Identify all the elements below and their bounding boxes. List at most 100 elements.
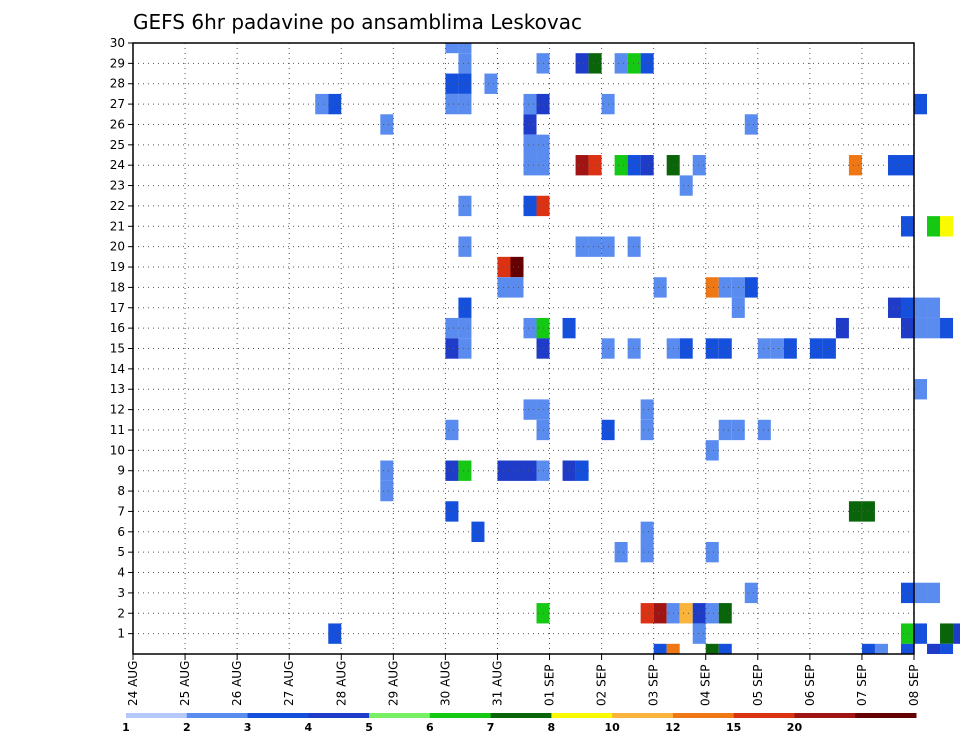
y-tick-label: 3 (117, 586, 125, 600)
legend-swatch (126, 713, 188, 718)
data-cell (914, 379, 928, 400)
data-cell (900, 623, 914, 644)
y-tick-label: 17 (110, 301, 125, 315)
data-cell (640, 603, 654, 624)
data-cell (914, 317, 928, 339)
legend-label: 5 (365, 721, 373, 734)
data-cell (588, 53, 602, 74)
data-cell (458, 53, 472, 74)
y-tick-label: 30 (110, 36, 125, 50)
data-cell (458, 460, 472, 481)
data-cells (315, 43, 960, 654)
data-cell (953, 623, 960, 644)
data-cell (705, 277, 719, 298)
y-tick-label: 2 (117, 606, 125, 620)
data-cell (927, 216, 941, 237)
data-cell (887, 297, 901, 318)
data-cell (640, 419, 654, 441)
data-cell (614, 541, 628, 563)
data-cell (458, 93, 472, 115)
data-cell (653, 643, 667, 654)
data-cell (562, 460, 576, 481)
data-cell (900, 216, 914, 237)
y-tick-label: 16 (110, 321, 125, 335)
x-tick-label: 01 SEP (543, 664, 557, 706)
data-cell (640, 521, 654, 542)
data-cell (640, 53, 654, 74)
x-tick-label: 28 AUG (334, 661, 348, 706)
y-tick-label: 1 (117, 627, 125, 641)
data-cell (510, 256, 524, 278)
data-cell (640, 541, 654, 563)
y-tick-label: 25 (110, 138, 125, 152)
data-cell (484, 73, 498, 94)
data-cell (575, 155, 589, 176)
x-tick-label: 03 SEP (647, 664, 661, 706)
chart-title: GEFS 6hr padavine po ansamblima Leskovac (133, 10, 582, 34)
y-tick-label: 20 (110, 240, 125, 254)
data-cell (588, 155, 602, 176)
data-cell (458, 236, 472, 257)
data-cell (692, 603, 706, 624)
legend-label: 4 (304, 721, 312, 734)
data-cell (523, 460, 537, 481)
y-tick-label: 7 (117, 504, 125, 518)
x-tick-label: 04 SEP (699, 664, 713, 706)
legend-label: 3 (244, 721, 252, 734)
data-cell (914, 93, 928, 115)
data-cell (614, 155, 628, 176)
legend-label: 20 (787, 721, 803, 734)
data-cell (718, 419, 732, 441)
data-cell (783, 338, 797, 359)
y-tick-label: 4 (117, 566, 125, 580)
data-cell (523, 399, 537, 420)
legend-label: 2 (183, 721, 191, 734)
data-cell (887, 155, 901, 176)
x-tick-label: 26 AUG (230, 661, 244, 706)
legend-swatch (733, 713, 795, 718)
y-tick-label: 13 (110, 382, 125, 396)
data-cell (666, 643, 680, 654)
y-tick-label: 27 (110, 97, 125, 111)
data-cell (380, 480, 394, 502)
data-cell (705, 643, 719, 654)
legend-swatch (490, 713, 552, 718)
legend-swatch (612, 713, 674, 718)
y-tick-label: 9 (117, 464, 125, 478)
legend-label: 1 (122, 721, 130, 734)
data-cell (510, 277, 524, 298)
data-cell (380, 114, 394, 135)
data-cell (927, 297, 941, 318)
legend-swatch (186, 713, 249, 718)
data-cell (627, 338, 641, 359)
data-cell (627, 236, 641, 257)
data-cell (940, 317, 954, 339)
data-cell (940, 623, 954, 644)
data-cell (848, 155, 862, 176)
data-cell (562, 317, 576, 339)
legend-label: 15 (726, 721, 741, 734)
data-cell (328, 93, 342, 115)
x-axis: 24 AUG 25 AUG 26 AUG 27 AUG 28 AUG 29 AUG 30 A… (126, 654, 921, 706)
x-tick-label: 27 AUG (282, 661, 296, 706)
data-cell (445, 317, 459, 339)
data-cell (445, 73, 459, 94)
x-tick-label: 07 SEP (855, 664, 869, 706)
legend-label: 8 (548, 721, 556, 734)
data-cell (718, 277, 732, 298)
data-cell (848, 501, 862, 522)
data-cell (458, 195, 472, 217)
data-cell (705, 440, 719, 461)
data-cell (523, 93, 537, 115)
data-cell (445, 43, 459, 54)
data-cell (458, 43, 472, 54)
data-cell (927, 643, 941, 654)
y-axis: 1234567891011121314151617181920212223242… (110, 36, 133, 641)
data-cell (471, 521, 485, 542)
y-tick-label: 8 (117, 484, 125, 498)
x-tick-label: 08 SEP (907, 664, 921, 706)
y-tick-label: 11 (110, 423, 125, 437)
data-cell (744, 582, 758, 604)
data-cell (679, 603, 693, 624)
data-cell (744, 277, 758, 298)
